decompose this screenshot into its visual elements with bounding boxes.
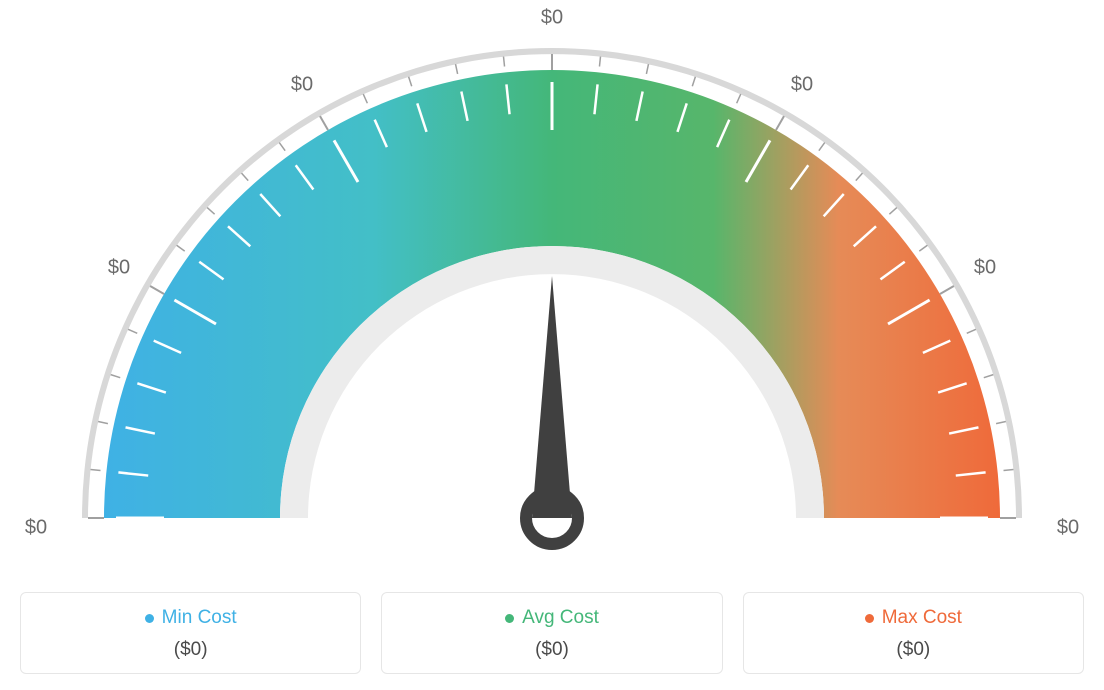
gauge-tick-label: $0 [108, 257, 130, 280]
gauge-tick-label: $0 [291, 73, 313, 96]
gauge-tick-label: $0 [1057, 517, 1079, 540]
dot-min [145, 614, 154, 623]
dot-avg [505, 614, 514, 623]
gauge-svg [20, 20, 1084, 580]
legend-label-min: Min Cost [162, 607, 237, 629]
legend-value-min: ($0) [31, 639, 350, 661]
legend-value-max: ($0) [754, 639, 1073, 661]
legend-value-avg: ($0) [392, 639, 711, 661]
gauge-tick-label: $0 [791, 73, 813, 96]
gauge-tick-label: $0 [541, 7, 563, 30]
legend-row: Min Cost ($0) Avg Cost ($0) Max Cost ($0… [20, 592, 1084, 674]
gauge-chart: $0$0$0$0$0$0$0 [20, 20, 1084, 580]
legend-label-avg: Avg Cost [522, 607, 599, 629]
legend-card-min: Min Cost ($0) [20, 592, 361, 674]
legend-card-avg: Avg Cost ($0) [381, 592, 722, 674]
gauge-tick-label: $0 [974, 257, 996, 280]
legend-card-max: Max Cost ($0) [743, 592, 1084, 674]
dot-max [865, 614, 874, 623]
gauge-tick-label: $0 [25, 517, 47, 540]
legend-label-max: Max Cost [882, 607, 962, 629]
